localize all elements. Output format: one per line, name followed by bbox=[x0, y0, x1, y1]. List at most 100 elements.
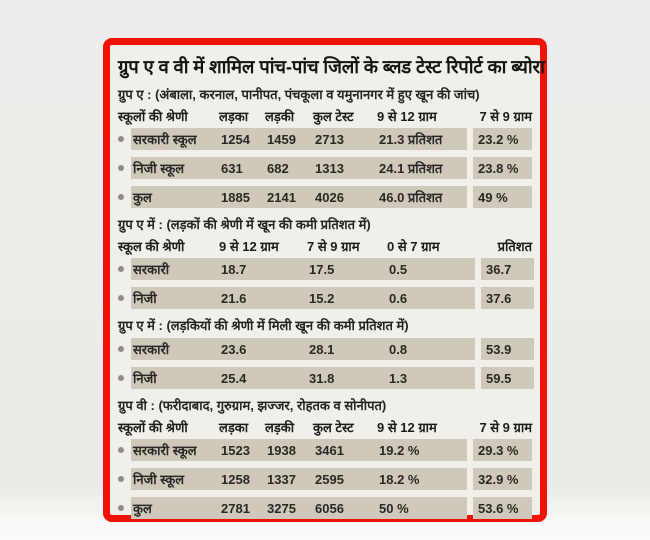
group-a-boys-table-header: स्कूल की श्रेणी 9 से 12 ग्राम 7 से 9 ग्र… bbox=[118, 237, 532, 255]
row-value: 2595 bbox=[315, 471, 344, 487]
group-a-table-header: स्कूलों की श्रेणी लड़का लड़की कुल टेस्ट … bbox=[118, 107, 532, 125]
row-stripe-last: 32.9 % bbox=[473, 468, 532, 491]
row-label: निजी स्कूल bbox=[133, 161, 185, 177]
row-value: 23.8 % bbox=[478, 160, 519, 176]
bullet-icon bbox=[118, 367, 131, 389]
row-stripe: कुल 1885 2141 4026 46.0 प्रतिशत bbox=[131, 186, 467, 209]
row-value: 28.1 bbox=[309, 341, 335, 357]
bullet-icon bbox=[118, 128, 131, 150]
row-label: निजी स्कूल bbox=[133, 472, 185, 488]
header-7-9-gram: 7 से 9 ग्राम bbox=[307, 239, 360, 255]
group-b-subtitle: ग्रुप वी : (फरीदाबाद, गुरुग्राम, झज्जर, … bbox=[118, 398, 387, 414]
row-value: 1885 bbox=[221, 189, 250, 205]
row-value: 53.6 % bbox=[478, 500, 519, 516]
row-stripe: निजी 21.6 15.2 0.6 bbox=[131, 287, 475, 310]
bullet-icon bbox=[118, 439, 131, 461]
group-a-subtitle: ग्रुप ए : (अंबाला, करनाल, पानीपत, पंचकूल… bbox=[118, 87, 480, 103]
row-value: 1459 bbox=[267, 131, 296, 147]
row-value: 0.6 bbox=[389, 290, 408, 306]
row-value: 59.5 bbox=[486, 370, 512, 386]
header-percent: प्रतिशत bbox=[497, 239, 532, 255]
row-value: 6056 bbox=[315, 500, 344, 516]
row-label: सरकारी स्कूल bbox=[133, 443, 197, 459]
header-9-12-gram: 9 से 12 ग्राम bbox=[377, 420, 437, 436]
row-value: 53.9 bbox=[486, 341, 512, 357]
row-value: 1254 bbox=[221, 131, 250, 147]
row-value: 50 % bbox=[379, 500, 409, 516]
table-row: सरकारी स्कूल 1523 1938 3461 19.2 % 29.3 … bbox=[118, 439, 532, 462]
row-stripe: सरकारी स्कूल 1254 1459 2713 21.3 प्रतिशत bbox=[131, 128, 467, 151]
header-school-category: स्कूलों की श्रेणी bbox=[118, 420, 188, 436]
row-value: 15.2 bbox=[309, 290, 335, 306]
row-value: 19.2 % bbox=[379, 442, 420, 458]
row-value: 25.4 bbox=[221, 370, 247, 386]
row-value: 631 bbox=[221, 160, 243, 176]
row-stripe-last: 29.3 % bbox=[473, 439, 532, 462]
row-value: 1523 bbox=[221, 442, 250, 458]
row-stripe-last: 53.6 % bbox=[473, 497, 532, 520]
row-label: सरकारी bbox=[133, 262, 170, 278]
row-value: 2713 bbox=[315, 131, 344, 147]
row-stripe-last: 36.7 bbox=[481, 258, 534, 281]
table-row: सरकारी स्कूल 1254 1459 2713 21.3 प्रतिशत… bbox=[118, 128, 532, 151]
blood-test-report-panel: ग्रुप ए व वी में शामिल पांच-पांच जिलों क… bbox=[103, 38, 547, 522]
bullet-icon bbox=[118, 497, 131, 519]
row-value: 29.3 % bbox=[478, 442, 519, 458]
row-label: निजी bbox=[133, 371, 157, 387]
row-stripe-last: 53.9 bbox=[481, 338, 534, 361]
row-value: 18.7 bbox=[221, 261, 247, 277]
section-group-a-summary: ग्रुप ए : (अंबाला, करनाल, पानीपत, पंचकूल… bbox=[118, 85, 532, 209]
group-a-boys-subtitle: ग्रुप ए में : (लड़कों की श्रेणी में खून … bbox=[118, 217, 371, 233]
header-school-category: स्कूल की श्रेणी bbox=[118, 239, 185, 255]
row-value: 682 bbox=[267, 160, 289, 176]
header-9-12-gram: 9 से 12 ग्राम bbox=[219, 239, 279, 255]
table-row: निजी स्कूल 631 682 1313 24.1 प्रतिशत 23.… bbox=[118, 157, 532, 180]
bullet-icon bbox=[118, 468, 131, 490]
header-boys: लड़का bbox=[219, 420, 249, 436]
row-value: 17.5 bbox=[309, 261, 335, 277]
row-value: 2781 bbox=[221, 500, 250, 516]
group-b-table-header: स्कूलों की श्रेणी लड़का लड़की कुल टेस्ट … bbox=[118, 418, 532, 436]
bullet-icon bbox=[118, 157, 131, 179]
row-stripe: सरकारी 23.6 28.1 0.8 bbox=[131, 338, 475, 361]
section-group-b-summary: ग्रुप वी : (फरीदाबाद, गुरुग्राम, झज्जर, … bbox=[118, 396, 532, 520]
row-stripe: कुल 2781 3275 6056 50 % bbox=[131, 497, 467, 520]
header-total-tests: कुल टेस्ट bbox=[313, 109, 354, 125]
header-7-9-gram: 7 से 9 ग्राम bbox=[479, 109, 532, 125]
row-value: 31.8 bbox=[309, 370, 335, 386]
table-row: कुल 1885 2141 4026 46.0 प्रतिशत 49 % bbox=[118, 186, 532, 209]
header-school-category: स्कूलों की श्रेणी bbox=[118, 109, 188, 125]
header-girls: लड़की bbox=[265, 109, 295, 125]
row-label: कुल bbox=[133, 190, 152, 206]
row-value: 23.6 bbox=[221, 341, 247, 357]
row-label: सरकारी bbox=[133, 342, 170, 358]
row-value: 23.2 % bbox=[478, 131, 519, 147]
row-value: 37.6 bbox=[486, 290, 512, 306]
row-value: 1258 bbox=[221, 471, 250, 487]
row-value: 1.3 bbox=[389, 370, 408, 386]
header-9-12-gram: 9 से 12 ग्राम bbox=[377, 109, 437, 125]
row-label: कुल bbox=[133, 501, 152, 517]
bullet-icon bbox=[118, 186, 131, 208]
row-stripe: निजी स्कूल 631 682 1313 24.1 प्रतिशत bbox=[131, 157, 467, 180]
section-group-a-boys: ग्रुप ए में : (लड़कों की श्रेणी में खून … bbox=[118, 215, 534, 310]
row-stripe-last: 23.2 % bbox=[473, 128, 532, 151]
row-value: 46.0 प्रतिशत bbox=[379, 190, 443, 206]
row-value: 21.3 प्रतिशत bbox=[379, 132, 443, 148]
row-value: 1337 bbox=[267, 471, 296, 487]
table-row: कुल 2781 3275 6056 50 % 53.6 % bbox=[118, 497, 532, 520]
table-row: सरकारी 18.7 17.5 0.5 36.7 bbox=[118, 258, 534, 281]
bullet-icon bbox=[118, 287, 131, 309]
row-value: 36.7 bbox=[486, 261, 512, 277]
table-row: निजी 21.6 15.2 0.6 37.6 bbox=[118, 287, 534, 310]
bullet-icon bbox=[118, 258, 131, 280]
row-value: 3461 bbox=[315, 442, 344, 458]
row-label: सरकारी स्कूल bbox=[133, 132, 197, 148]
group-a-girls-subtitle: ग्रुप ए में : (लड़कियों की श्रेणी में मि… bbox=[118, 318, 409, 334]
row-value: 32.9 % bbox=[478, 471, 519, 487]
row-stripe: सरकारी 18.7 17.5 0.5 bbox=[131, 258, 475, 281]
row-stripe: सरकारी स्कूल 1523 1938 3461 19.2 % bbox=[131, 439, 467, 462]
row-stripe-last: 49 % bbox=[473, 186, 532, 209]
header-total-tests: कुल टेस्ट bbox=[313, 420, 354, 436]
